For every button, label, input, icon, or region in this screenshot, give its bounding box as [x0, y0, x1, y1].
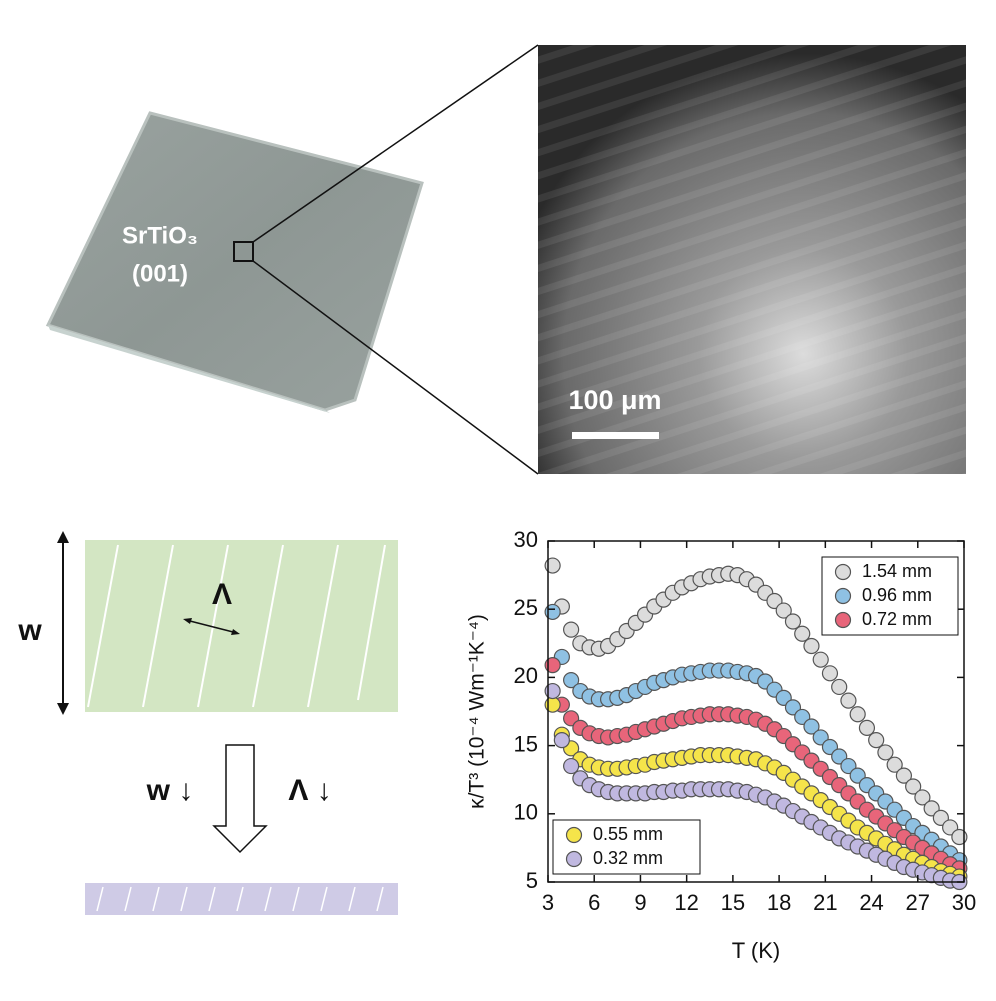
data-point: [544, 603, 561, 621]
data-point: [905, 778, 922, 795]
data-point: [877, 744, 894, 761]
x-tick-label: 9: [634, 890, 646, 915]
data-point: [563, 621, 580, 638]
data-point: [563, 672, 580, 689]
y-tick-label: 5: [526, 868, 538, 893]
data-point: [821, 665, 839, 682]
y-tick-label: 15: [514, 731, 538, 756]
data-point: [544, 557, 561, 574]
data-point: [812, 651, 829, 668]
data-point: [849, 706, 866, 723]
y-tick-label: 10: [514, 800, 538, 825]
x-tick-label: 30: [952, 890, 976, 915]
scale-bar-label: 100 μm: [568, 385, 661, 415]
x-axis-label: T (K): [732, 938, 780, 963]
legend-marker: [565, 826, 583, 844]
legend-label: 0.96 mm: [862, 585, 932, 605]
width-label: w: [17, 614, 42, 647]
data-point: [784, 613, 802, 630]
legend-label: 1.54 mm: [862, 561, 932, 581]
data-point: [886, 756, 903, 773]
x-tick-label: 15: [721, 890, 745, 915]
sample-orientation: (001): [132, 260, 188, 287]
data-point: [553, 732, 570, 749]
y-tick-label: 25: [514, 595, 538, 620]
x-tick-label: 18: [767, 890, 791, 915]
data-point: [803, 718, 820, 735]
data-point: [858, 719, 876, 736]
x-tick-label: 6: [588, 890, 600, 915]
legend-label: 0.55 mm: [593, 824, 663, 844]
data-point: [951, 828, 968, 846]
y-tick-label: 30: [514, 527, 538, 552]
y-axis-label: κ/T³ (10⁻⁴ Wm⁻¹K⁻⁴): [466, 614, 489, 809]
legend-label: 0.32 mm: [593, 848, 663, 868]
legend-marker: [834, 587, 852, 605]
y-tick-label: 20: [514, 663, 538, 688]
x-tick-label: 27: [906, 890, 930, 915]
data-point: [831, 678, 848, 696]
data-point: [794, 625, 811, 642]
data-point: [544, 682, 561, 700]
legend-marker: [834, 611, 852, 629]
plot-frame: [547, 540, 965, 883]
legend-marker: [834, 563, 852, 581]
chart: 3 6 9 12 15 18 21 24 27 30 5 10 15 20 25 30 T (K) κ/T³ (1…: [466, 527, 977, 963]
sample-photo: SrTiO₃ (001): [45, 44, 539, 475]
x-tick-label: 24: [859, 890, 883, 915]
period-decrease: Λ ↓: [288, 774, 331, 807]
width-decrease: w ↓: [146, 774, 194, 807]
data-point: [868, 732, 885, 749]
data-point: [775, 602, 792, 619]
period-label: Λ: [212, 578, 232, 611]
legend-label: 0.72 mm: [862, 609, 932, 629]
data-point: [895, 767, 913, 784]
data-point: [914, 789, 931, 806]
data-point: [840, 692, 857, 709]
legend-marker: [565, 850, 583, 868]
data-point: [803, 637, 820, 655]
x-tick-label: 21: [813, 890, 837, 915]
x-tick-label: 12: [674, 890, 698, 915]
data-point: [544, 657, 561, 674]
data-point: [563, 757, 580, 775]
sample-label: SrTiO₃: [122, 222, 198, 249]
x-tick-label: 3: [542, 890, 554, 915]
microscope-image: 100 μm: [538, 45, 966, 474]
schematic: w Λ w ↓ Λ ↓: [17, 531, 398, 915]
